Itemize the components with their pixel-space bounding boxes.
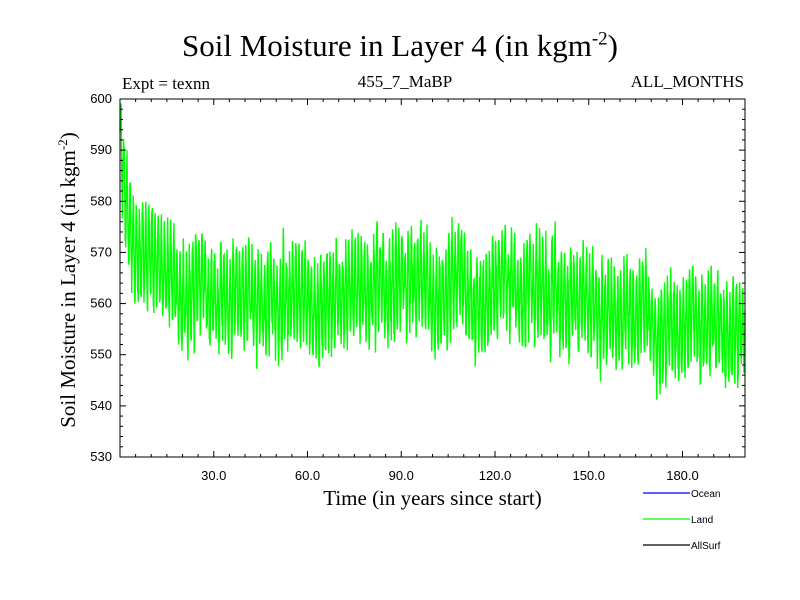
chart-title: Soil Moisture in Layer 4 (in kgm-2) xyxy=(182,28,618,63)
experiment-subtitle: 455_7_MaBP xyxy=(357,72,453,91)
x-tick-label: 180.0 xyxy=(666,468,699,483)
x-axis-label: Time (in years since start) xyxy=(323,486,542,510)
legend-label-allsurf: AllSurf xyxy=(691,541,721,552)
legend-label-ocean: Ocean xyxy=(691,489,720,500)
x-tick-label: 120.0 xyxy=(479,468,512,483)
land-series-line xyxy=(119,103,746,400)
series-layer xyxy=(119,103,746,400)
legend: Ocean Land AllSurf xyxy=(643,489,721,552)
legend-label-land: Land xyxy=(691,515,713,526)
months-subtitle: ALL_MONTHS xyxy=(630,72,744,91)
y-tick-label: 570 xyxy=(90,244,112,259)
ticks-layer: 530 540 550 560 570 580 590 600 30.0 60.0 90.0 120.… xyxy=(90,91,746,483)
y-tick-label: 590 xyxy=(90,142,112,157)
x-tick-label: 30.0 xyxy=(201,468,226,483)
x-tick-label: 60.0 xyxy=(295,468,320,483)
y-tick-label: 580 xyxy=(90,193,112,208)
y-tick-label: 560 xyxy=(90,296,112,311)
y-tick-label: 600 xyxy=(90,91,112,106)
x-tick-label: 150.0 xyxy=(572,468,605,483)
y-tick-label: 530 xyxy=(90,449,112,464)
x-tick-label: 90.0 xyxy=(389,468,414,483)
y-tick-label: 550 xyxy=(90,347,112,362)
expt-label: Expt = texnn xyxy=(122,74,210,93)
y-tick-label: 540 xyxy=(90,398,112,413)
